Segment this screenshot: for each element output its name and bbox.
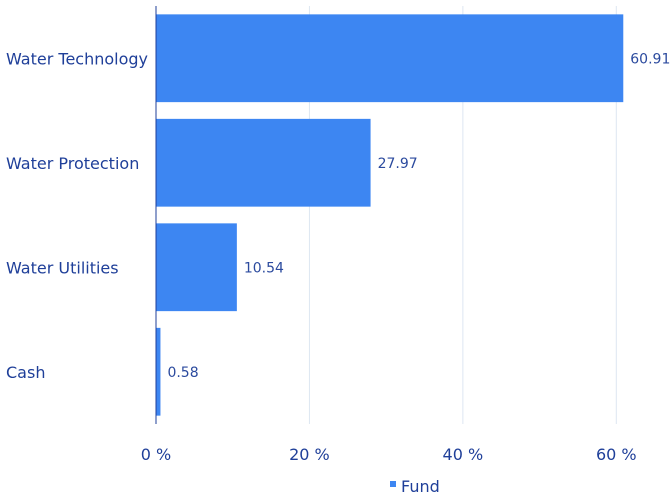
- legend-swatch-fund: [390, 481, 396, 487]
- category-label-cash: Cash: [6, 363, 45, 382]
- category-label-water-technology: Water Technology: [6, 49, 148, 68]
- bar-water-utilities: [156, 223, 237, 312]
- value-label-water-technology: 60.91: [630, 51, 670, 67]
- bar-water-protection: [156, 118, 371, 207]
- legend: Fund: [390, 477, 440, 495]
- x-tick-label-20: 20 %: [289, 445, 330, 464]
- x-tick-label-0: 0 %: [141, 445, 171, 464]
- legend-label-fund: Fund: [401, 477, 440, 495]
- labels-layer: 60.91 Water Technology 27.97 Water Protecti…: [6, 49, 670, 382]
- value-label-water-utilities: 10.54: [244, 260, 284, 276]
- bar-cash: [156, 327, 161, 416]
- bar-water-technology: [156, 14, 624, 103]
- x-tick-label-40: 40 %: [443, 445, 484, 464]
- value-label-cash: 0.58: [167, 365, 198, 381]
- category-label-water-utilities: Water Utilities: [6, 258, 119, 277]
- bars-layer: [156, 14, 624, 416]
- x-tick-label-60: 60 %: [596, 445, 637, 464]
- x-axis-ticks: 0 % 20 % 40 % 60 %: [141, 445, 637, 464]
- category-label-water-protection: Water Protection: [6, 154, 139, 173]
- value-label-water-protection: 27.97: [378, 156, 418, 172]
